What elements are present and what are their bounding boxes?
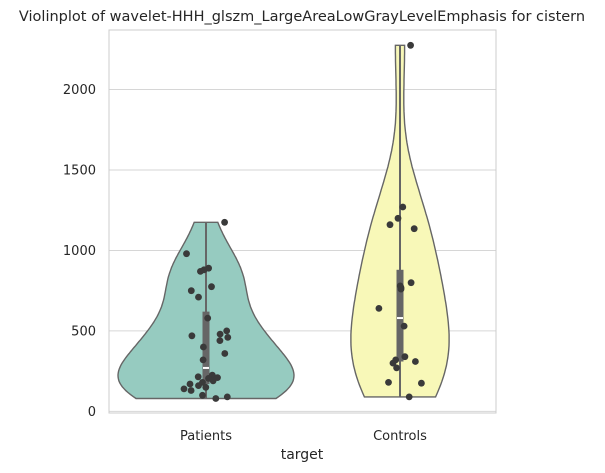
data-point [180,385,188,393]
data-point [194,373,202,381]
data-point [204,314,212,322]
data-point [195,382,202,389]
data-point [187,287,195,295]
data-point [216,337,224,344]
data-point [183,250,190,258]
y-tick-label: 2000 [63,83,96,98]
data-point [199,356,207,364]
x-axis: Patients Controls [180,429,427,444]
data-point [394,214,402,222]
data-point [385,379,392,386]
chart-title: Violinplot of wavelet-HHH_glszm_LargeAre… [19,9,585,25]
plot-frame [108,29,497,414]
x-tick-label: Patients [180,429,232,444]
box-controls [396,269,404,362]
data-point [208,283,215,291]
y-tick-label: 0 [88,405,96,420]
data-point [407,279,415,287]
data-point [202,383,210,391]
data-point [186,380,194,388]
x-axis-label: target [281,447,324,463]
data-point [412,358,419,365]
data-point [200,266,208,274]
data-point [188,332,196,340]
data-point [405,393,413,401]
data-point [401,353,409,361]
data-point [399,203,407,211]
data-point [224,334,232,341]
data-point [393,364,400,372]
data-point [410,225,418,233]
data-point [223,393,231,401]
y-tick-label: 1000 [63,244,96,259]
data-point [400,322,408,330]
data-point [212,395,220,402]
data-points [180,41,425,402]
data-point [216,330,224,338]
data-point [187,387,195,394]
data-point [199,391,206,399]
data-point [221,350,229,357]
data-point [200,343,207,351]
data-point [195,293,202,301]
data-point [386,221,394,229]
y-tick-label: 500 [71,324,96,339]
data-point [397,285,405,293]
data-point [221,218,229,226]
data-point [209,377,217,385]
data-point [375,305,383,312]
y-tick-label: 1500 [63,164,96,179]
data-point [389,359,397,367]
data-point [407,41,414,49]
y-axis: 0 500 1000 1500 2000 [63,83,96,420]
data-point [418,379,425,387]
data-point [223,327,231,335]
x-tick-label: Controls [373,429,427,444]
